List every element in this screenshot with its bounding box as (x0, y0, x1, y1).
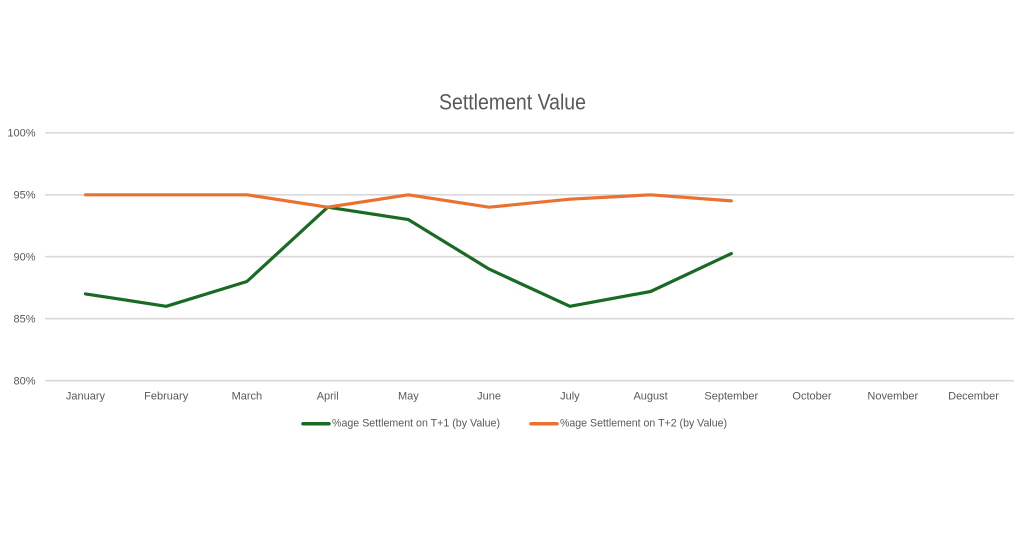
svg-text:Settlement Value: Settlement Value (439, 90, 586, 115)
svg-text:%age Settlement on T+2 (by Val: %age Settlement on T+2 (by Value) (560, 417, 727, 429)
svg-text:December: December (948, 391, 999, 403)
svg-text:May: May (398, 391, 419, 403)
svg-text:January: January (66, 391, 106, 403)
svg-text:September: September (704, 391, 758, 403)
svg-text:95%: 95% (13, 190, 35, 202)
svg-text:March: March (232, 391, 263, 403)
svg-text:February: February (144, 391, 189, 403)
svg-text:85%: 85% (13, 314, 35, 326)
svg-text:April: April (317, 391, 339, 403)
svg-text:July: July (560, 391, 580, 403)
svg-text:80%: 80% (13, 376, 35, 388)
svg-text:October: October (792, 391, 831, 403)
svg-text:90%: 90% (13, 252, 35, 264)
svg-text:June: June (477, 391, 501, 403)
svg-text:%age Settlement on T+1 (by Val: %age Settlement on T+1 (by Value) (332, 417, 500, 429)
svg-text:100%: 100% (7, 128, 35, 140)
svg-text:November: November (867, 391, 918, 403)
svg-text:August: August (633, 391, 667, 403)
